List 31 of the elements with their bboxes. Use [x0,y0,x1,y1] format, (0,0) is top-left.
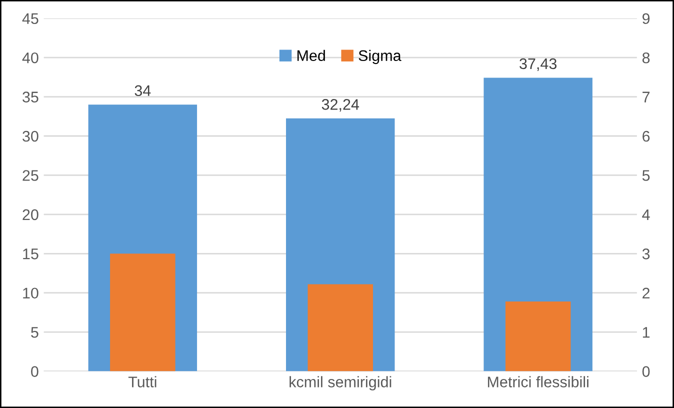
data-label: 32,24 [322,99,360,112]
y2-tick-label: 5 [642,170,650,181]
legend-label: Sigma [358,50,402,64]
y2-tick-label: 6 [642,130,650,142]
y-tick-label: 0 [31,366,38,377]
bar [505,301,571,372]
bar [308,284,373,372]
x-tick-label: kcmil semirigidi [290,376,392,390]
x-tick-label: Metrici flessibili [488,376,588,388]
bar [110,254,176,372]
data-label: 34 [134,85,151,96]
y-tick-label: 25 [22,170,38,181]
y-tick-label: 30 [22,130,38,142]
y2-tick-label: 1 [642,327,650,338]
y-tick-label: 35 [22,92,38,102]
y-tick-label: 10 [23,288,38,299]
x-tick-label: Tutti [128,376,156,388]
y2-tick-label: 4 [642,209,650,220]
y-tick-label: 5 [31,327,38,338]
y-tick-label: 45 [22,13,38,24]
y-tick-label: 20 [22,209,38,220]
y2-tick-label: 3 [642,248,650,260]
y2-tick-label: 2 [642,288,650,298]
y-tick-label: 15 [23,248,38,260]
data-label: 37,43 [520,58,557,71]
y2-tick-label: 8 [642,52,650,64]
y-tick-label: 40 [22,52,38,64]
y2-tick-label: 0 [642,366,650,377]
y2-tick-label: 7 [642,92,650,102]
y2-tick-label: 9 [642,13,650,24]
legend-label: Med [297,50,325,62]
